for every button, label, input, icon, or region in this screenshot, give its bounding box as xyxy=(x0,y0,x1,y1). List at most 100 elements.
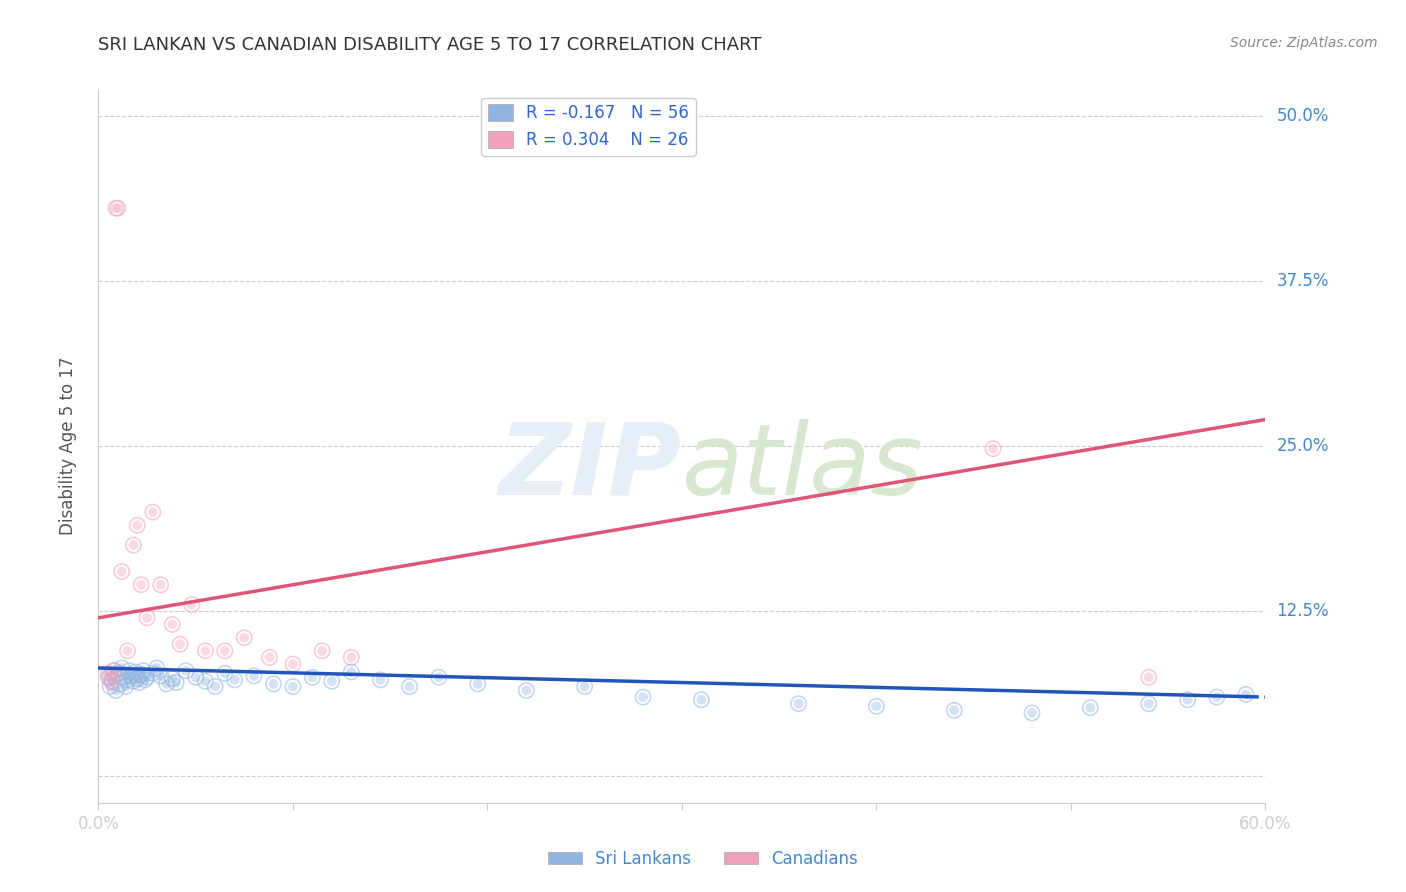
Point xyxy=(981,442,1004,456)
Point xyxy=(1021,706,1043,720)
Point xyxy=(98,680,121,694)
Point xyxy=(114,680,136,694)
Point xyxy=(127,672,149,686)
Text: 25.0%: 25.0% xyxy=(1277,437,1329,455)
Point xyxy=(132,664,155,678)
Point xyxy=(103,664,125,678)
Point xyxy=(107,666,129,681)
Point xyxy=(174,664,197,678)
Text: Source: ZipAtlas.com: Source: ZipAtlas.com xyxy=(1230,36,1378,50)
Point xyxy=(97,666,120,681)
Point xyxy=(142,505,165,519)
Point xyxy=(97,666,120,681)
Point xyxy=(301,670,323,684)
Point xyxy=(233,631,256,645)
Point xyxy=(132,664,155,678)
Point xyxy=(104,683,127,698)
Point xyxy=(114,680,136,694)
Point xyxy=(103,664,125,678)
Point xyxy=(259,650,281,665)
Point xyxy=(136,670,159,684)
Point xyxy=(340,650,363,665)
Point xyxy=(107,666,129,681)
Point xyxy=(1205,690,1227,704)
Point xyxy=(128,675,150,690)
Point xyxy=(370,673,392,687)
Point xyxy=(122,674,145,689)
Point xyxy=(370,673,392,687)
Point xyxy=(142,666,165,681)
Point xyxy=(103,664,125,678)
Point xyxy=(142,666,165,681)
Point xyxy=(262,677,284,691)
Point xyxy=(427,670,450,684)
Point xyxy=(184,670,207,684)
Point xyxy=(194,674,217,689)
Point xyxy=(169,637,191,651)
Point xyxy=(122,538,145,552)
Point xyxy=(165,675,187,690)
Text: atlas: atlas xyxy=(682,419,924,516)
Point xyxy=(107,201,129,215)
Point xyxy=(129,667,152,681)
Point xyxy=(262,677,284,691)
Point xyxy=(281,680,304,694)
Point xyxy=(165,675,187,690)
Point xyxy=(180,598,202,612)
Text: SRI LANKAN VS CANADIAN DISABILITY AGE 5 TO 17 CORRELATION CHART: SRI LANKAN VS CANADIAN DISABILITY AGE 5 … xyxy=(98,36,762,54)
Point xyxy=(118,664,141,678)
Point xyxy=(574,680,596,694)
Point xyxy=(281,657,304,671)
Point xyxy=(111,661,134,675)
Point xyxy=(398,680,420,694)
Point xyxy=(134,673,156,687)
Point xyxy=(865,699,887,714)
Point xyxy=(204,680,226,694)
Point xyxy=(204,680,226,694)
Point xyxy=(631,690,654,704)
Point xyxy=(224,673,246,687)
Point xyxy=(162,617,184,632)
Point xyxy=(515,683,537,698)
Point xyxy=(117,644,139,658)
Text: 12.5%: 12.5% xyxy=(1277,602,1329,620)
Point xyxy=(981,442,1004,456)
Point xyxy=(121,669,143,683)
Point xyxy=(111,565,134,579)
Point xyxy=(98,670,121,684)
Legend: R = -0.167   N = 56, R = 0.304    N = 26: R = -0.167 N = 56, R = 0.304 N = 26 xyxy=(481,97,696,155)
Y-axis label: Disability Age 5 to 17: Disability Age 5 to 17 xyxy=(59,357,77,535)
Point xyxy=(311,644,333,658)
Point xyxy=(101,674,124,689)
Point xyxy=(104,201,127,215)
Point xyxy=(427,670,450,684)
Point xyxy=(467,677,489,691)
Point xyxy=(224,673,246,687)
Point xyxy=(194,674,217,689)
Point xyxy=(134,673,156,687)
Point xyxy=(301,670,323,684)
Point xyxy=(149,669,172,683)
Point xyxy=(340,665,363,679)
Point xyxy=(233,631,256,645)
Point xyxy=(1021,706,1043,720)
Point xyxy=(101,674,124,689)
Point xyxy=(101,674,124,689)
Point xyxy=(1234,688,1257,702)
Point xyxy=(97,670,120,684)
Point xyxy=(214,666,236,681)
Point xyxy=(631,690,654,704)
Point xyxy=(112,670,135,684)
Point xyxy=(1137,697,1160,711)
Point xyxy=(214,644,236,658)
Point xyxy=(107,201,129,215)
Point xyxy=(127,518,149,533)
Point xyxy=(149,669,172,683)
Point xyxy=(101,674,124,689)
Text: 50.0%: 50.0% xyxy=(1277,107,1329,125)
Point xyxy=(117,673,139,687)
Point xyxy=(1080,700,1102,714)
Point xyxy=(214,666,236,681)
Point xyxy=(214,644,236,658)
Point xyxy=(515,683,537,698)
